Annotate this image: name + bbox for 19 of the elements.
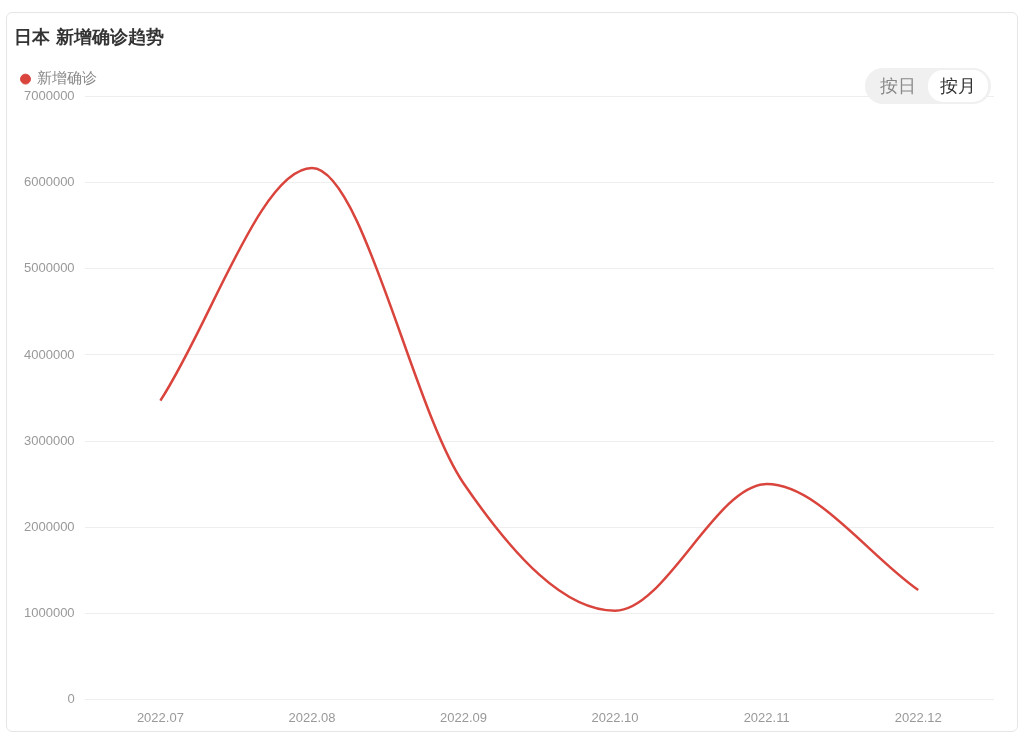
y-tick-label: 4000000 — [23, 346, 75, 362]
y-tick-label: 0 — [67, 690, 75, 706]
x-tick-label: 2022.07 — [136, 709, 184, 725]
x-tick-label: 2022.09 — [440, 709, 488, 725]
legend-label: 新增确诊 — [36, 68, 97, 87]
y-tick-label: 5000000 — [23, 260, 75, 276]
y-tick-label: 3000000 — [23, 432, 75, 448]
text: 按月 — [928, 70, 988, 102]
line-series — [159, 166, 920, 612]
y-tick-label: 2000000 — [23, 518, 75, 534]
y-tick-label: 1000000 — [23, 604, 75, 620]
text: 按日 — [879, 74, 917, 98]
x-tick-label: 2022.12 — [894, 709, 942, 725]
x-tick-label: 2022.08 — [288, 709, 336, 725]
x-tick-label: 2022.11 — [743, 709, 790, 725]
x-tick-label: 2022.10 — [591, 709, 639, 725]
y-tick-label: 6000000 — [23, 174, 75, 190]
chart-title: 日本 新增确诊趋势 — [14, 26, 165, 48]
y-tick-label: 7000000 — [23, 88, 75, 104]
